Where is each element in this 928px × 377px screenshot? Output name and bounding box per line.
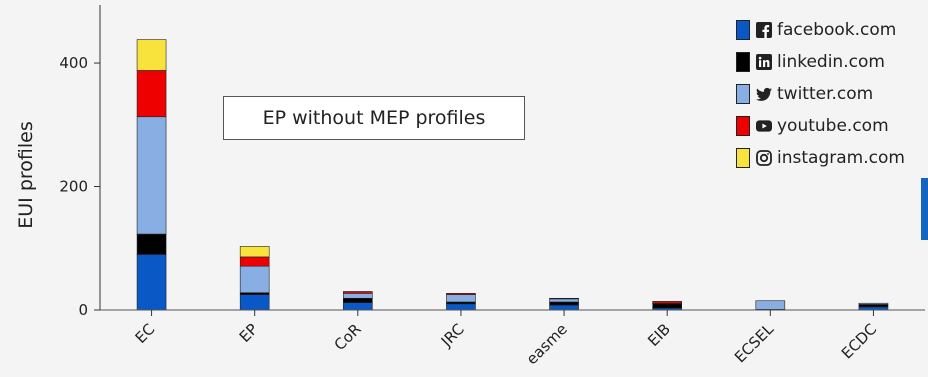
bar-segment-jrc-facebook <box>446 303 476 311</box>
legend-label: facebook.com <box>777 20 897 40</box>
y-axis-title: EUI profiles <box>15 121 37 228</box>
bar-segment-ec-instagram <box>136 39 167 71</box>
bar-segment-eib-linkedin <box>652 303 682 309</box>
legend-swatch <box>736 20 750 40</box>
bar-segment-cor-twitter <box>343 293 373 299</box>
x-tick-label: ECSEL <box>731 320 778 367</box>
x-tick-label: JRC <box>437 320 468 351</box>
bar-segment-ec-facebook <box>136 254 167 311</box>
bar-segment-cor-linkedin <box>343 297 373 303</box>
legend-swatch <box>736 148 750 168</box>
bar-segment-cor-youtube <box>343 291 373 294</box>
twitter-icon <box>756 86 772 102</box>
y-tick-label: 200 <box>59 178 88 196</box>
bar-segment-ep-facebook <box>239 294 270 311</box>
bar-segment-ecdc-twitter <box>858 302 889 305</box>
legend: facebook.com linkedin.com twitter.com youtu… <box>736 14 905 174</box>
legend-swatch <box>736 116 750 136</box>
bar-segment-ecsel-twitter <box>755 300 786 310</box>
bars <box>136 39 889 311</box>
bar-segment-ep-instagram <box>239 246 270 258</box>
legend-item-twitter: twitter.com <box>736 78 905 110</box>
facebook-icon <box>756 22 772 38</box>
linkedin-icon <box>756 54 772 70</box>
y-tick-label: 400 <box>59 54 88 72</box>
legend-label: linkedin.com <box>777 52 885 72</box>
legend-item-instagram: instagram.com <box>736 142 905 174</box>
scrollbar-thumb[interactable] <box>921 178 928 240</box>
x-tick-label: easme <box>523 320 571 368</box>
bar-segment-cor-facebook <box>343 302 373 311</box>
bar-segment-jrc-youtube <box>446 293 476 295</box>
bar-segment-easme-linkedin <box>549 301 579 306</box>
bar-segment-easme-facebook <box>549 304 579 311</box>
bar-segment-ep-youtube <box>239 256 270 267</box>
legend-swatch <box>736 84 750 104</box>
bar-segment-ep-twitter <box>239 265 270 294</box>
bar-segment-eib-youtube <box>652 301 682 304</box>
x-tick-label: EIB <box>644 320 674 350</box>
bar-segment-jrc-twitter <box>446 294 476 303</box>
bar-segment-ec-youtube <box>136 70 167 118</box>
y-tick-label: 0 <box>78 301 88 319</box>
legend-swatch <box>736 52 750 72</box>
bar-segment-ecdc-linkedin <box>858 304 889 308</box>
bar-segment-ec-linkedin <box>136 233 167 255</box>
x-tick-label: ECDC <box>838 320 880 362</box>
legend-item-facebook: facebook.com <box>736 14 905 46</box>
instagram-icon <box>756 150 772 166</box>
bar-segment-easme-youtube <box>549 297 579 300</box>
legend-label: instagram.com <box>777 148 905 168</box>
x-tick-label: CoR <box>331 320 365 354</box>
chart-annotation: EP without MEP profiles <box>223 96 525 140</box>
legend-item-linkedin: linkedin.com <box>736 46 905 78</box>
x-tick-label: EC <box>132 320 159 347</box>
youtube-icon <box>756 118 772 134</box>
bar-segment-easme-twitter <box>549 298 579 303</box>
legend-label: youtube.com <box>777 116 889 136</box>
bar-segment-ec-twitter <box>136 116 167 235</box>
x-axis: EC EP CoR JRC easme EIB ECSEL ECDC <box>100 309 925 368</box>
y-axis: 0 200 400 <box>59 5 101 319</box>
legend-label: twitter.com <box>777 84 874 104</box>
legend-item-youtube: youtube.com <box>736 110 905 142</box>
x-tick-label: EP <box>236 320 262 346</box>
